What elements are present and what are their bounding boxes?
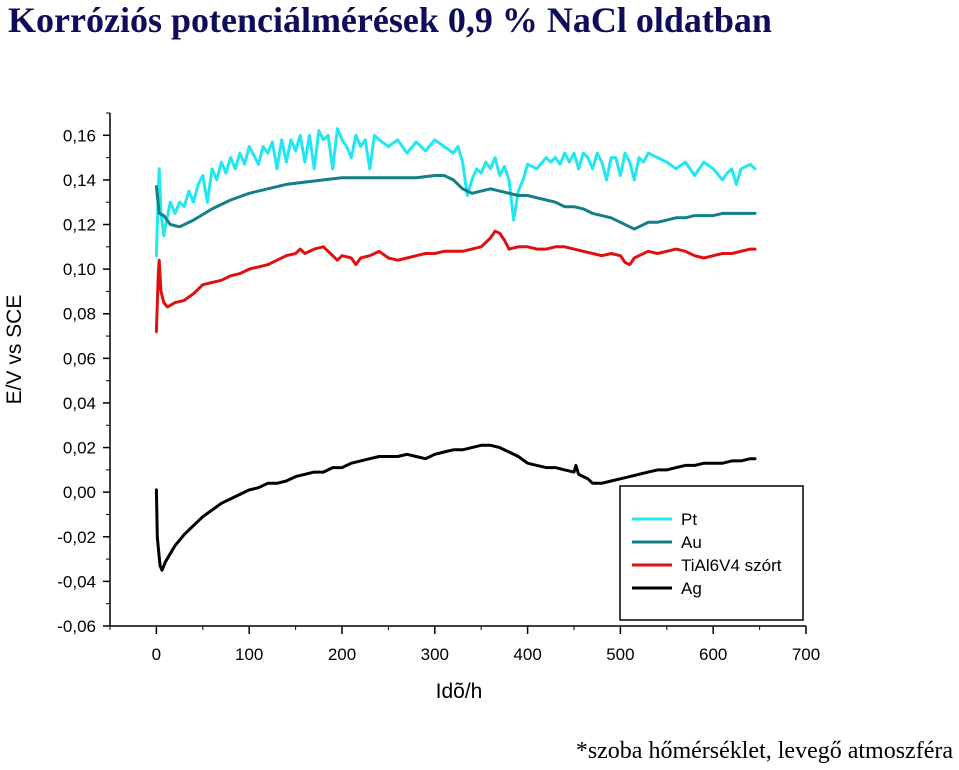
y-axis-label: E/V vs SCE bbox=[3, 295, 26, 405]
legend: Pt Au TiAl6V4 szórt Ag bbox=[619, 485, 804, 621]
x-tick-label: 400 bbox=[513, 645, 541, 664]
x-tick-label: 700 bbox=[792, 645, 820, 664]
x-tick-label: 500 bbox=[606, 645, 634, 664]
series-line-1 bbox=[154, 174, 757, 231]
x-tick-label: 100 bbox=[235, 645, 263, 664]
legend-label: TiAl6V4 szórt bbox=[681, 556, 782, 575]
y-tick-label: 0,06 bbox=[63, 349, 96, 368]
chart-title: Korróziós potenciálmérések 0,9 % NaCl ol… bbox=[8, 0, 772, 40]
footnote: *szoba hőmérséklet, levegő atmoszféra bbox=[575, 738, 953, 764]
legend-box bbox=[619, 485, 804, 621]
series-line-3 bbox=[154, 443, 757, 572]
series-line-0 bbox=[154, 127, 757, 258]
y-tick-label: 0,04 bbox=[63, 394, 96, 413]
x-ticks: 0 100 200 300 400 500 600 700 bbox=[109, 626, 820, 664]
y-tick-label: -0,04 bbox=[57, 572, 96, 591]
y-tick-label: 0,12 bbox=[63, 216, 96, 235]
y-tick-label: 0,00 bbox=[63, 483, 96, 502]
plot-lines bbox=[154, 127, 757, 572]
legend-label: Au bbox=[681, 533, 702, 552]
x-tick-label: 300 bbox=[421, 645, 449, 664]
y-tick-label: 0,08 bbox=[63, 305, 96, 324]
y-tick-label: -0,06 bbox=[57, 617, 96, 636]
series-line-2 bbox=[154, 229, 757, 334]
y-ticks: 0,16 0,14 0,12 0,10 0,08 0,06 0,04 0,02 0,00 -0,0… bbox=[57, 112, 110, 636]
y-tick-label: -0,02 bbox=[57, 528, 96, 547]
x-tick-label: 200 bbox=[328, 645, 356, 664]
legend-label: Pt bbox=[681, 510, 697, 529]
y-tick-label: 0,02 bbox=[63, 439, 96, 458]
y-tick-label: 0,16 bbox=[63, 126, 96, 145]
axes: 0,16 0,14 0,12 0,10 0,08 0,06 0,04 0,02 0,00 -0,0… bbox=[57, 112, 820, 664]
x-tick-label: 0 bbox=[152, 645, 161, 664]
legend-label: Ag bbox=[681, 579, 702, 598]
y-tick-label: 0,10 bbox=[63, 260, 96, 279]
x-tick-label: 600 bbox=[699, 645, 727, 664]
x-axis-label: Idõ/h bbox=[436, 680, 483, 703]
y-tick-label: 0,14 bbox=[63, 171, 96, 190]
